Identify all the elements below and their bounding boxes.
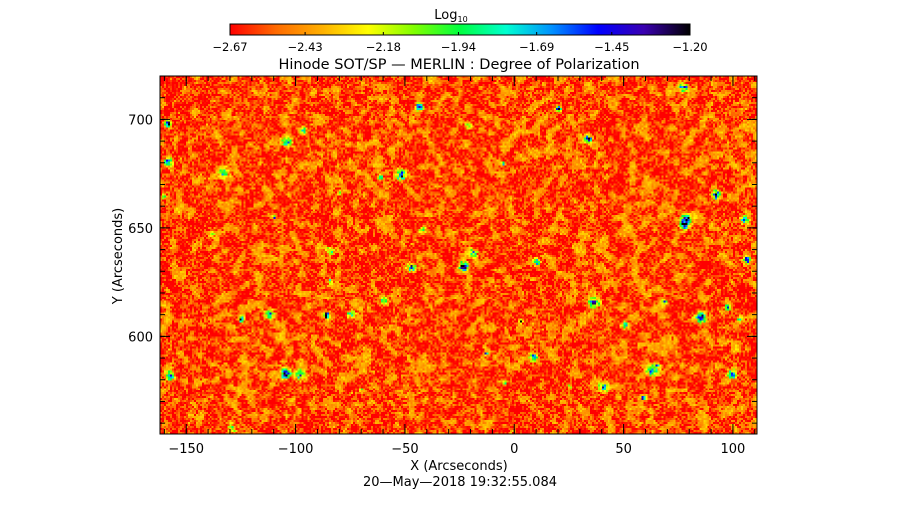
colorbar-tick-label: −2.43 bbox=[287, 40, 322, 54]
y-axis-label: Y (Arcseconds) bbox=[111, 208, 126, 305]
x-tick-label: 100 bbox=[721, 442, 746, 457]
colorbar-tick-label: −1.94 bbox=[441, 40, 476, 54]
colorbar-strip bbox=[229, 23, 691, 36]
y-tick-label: 650 bbox=[128, 222, 153, 237]
polarization-heatmap-image bbox=[160, 76, 757, 434]
colorbar-tick-label: −1.45 bbox=[594, 40, 629, 54]
x-axis-label: X (Arcseconds) bbox=[410, 459, 507, 474]
y-tick-label: 600 bbox=[128, 330, 153, 345]
colorbar-tick-label: −2.18 bbox=[366, 40, 401, 54]
colorbar: Log10 −2.67 −2.43 −2.18 −1.94 −1.69 −1.45 −1.2… bbox=[212, 8, 707, 54]
colorbar-tick-label: −1.20 bbox=[672, 40, 707, 54]
y-tick-label: 700 bbox=[128, 113, 153, 128]
y-axis-ticks: 600 650 700 bbox=[128, 75, 757, 424]
plot-area: −150 −100 −50 0 50 100 600 650 700 bbox=[128, 75, 758, 457]
colorbar-label: Log10 bbox=[434, 8, 467, 24]
plot-frame bbox=[159, 75, 758, 435]
timestamp: 20—May—2018 19:32:55.084 bbox=[363, 475, 557, 490]
chart-title: Hinode SOT/SP — MERLIN : Degree of Polar… bbox=[278, 57, 639, 73]
x-axis-ticks: −150 −100 −50 0 50 100 bbox=[163, 76, 756, 457]
x-tick-label: −50 bbox=[391, 442, 418, 457]
x-tick-label: 50 bbox=[615, 442, 632, 457]
colorbar-tick-label: −1.69 bbox=[519, 40, 554, 54]
colorbar-label-subscript: 10 bbox=[458, 15, 468, 24]
colorbar-ticks: −2.67 −2.43 −2.18 −1.94 −1.69 −1.45 −1.20 bbox=[212, 32, 708, 54]
x-tick-label: −100 bbox=[278, 442, 314, 457]
x-tick-label: 0 bbox=[510, 442, 518, 457]
colorbar-tick-label: −2.67 bbox=[212, 40, 247, 54]
x-tick-label: −150 bbox=[168, 442, 204, 457]
